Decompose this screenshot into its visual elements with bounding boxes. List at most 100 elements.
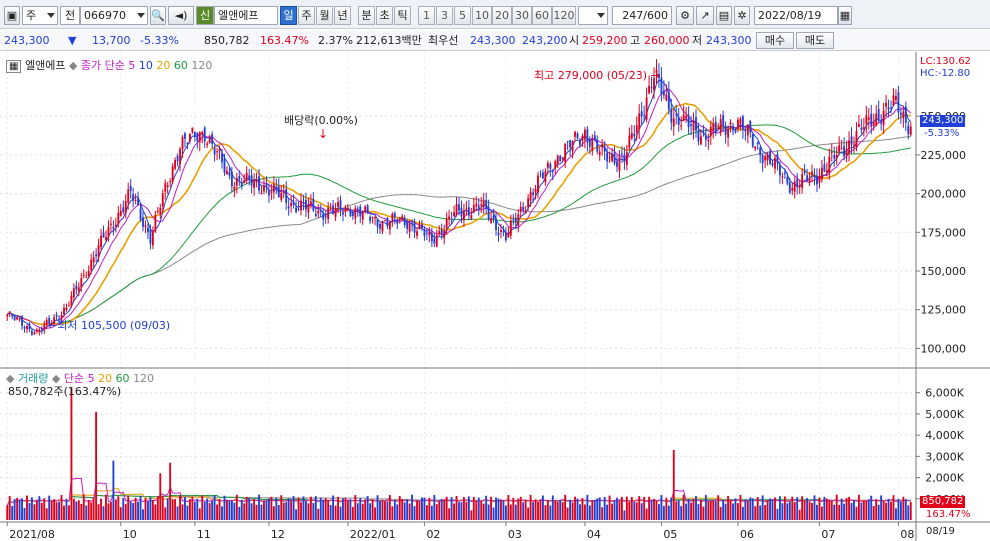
volume-bar [58, 501, 61, 520]
candle-body [147, 227, 149, 233]
period-week-tab[interactable]: 주 [298, 6, 315, 25]
date-value: 2022/08/19 [758, 9, 822, 22]
speaker-icon[interactable]: ◄) [168, 6, 194, 25]
candle-body [334, 207, 337, 217]
candle-body [92, 257, 95, 263]
time-tick-label: 04 [587, 528, 601, 541]
chart-settings-icon[interactable]: ⚙ [676, 6, 694, 25]
trend-icon[interactable]: ↗ [696, 6, 714, 25]
volume-bar [35, 500, 38, 520]
volume-bar [571, 502, 574, 520]
volume-bar [840, 498, 843, 520]
market-select[interactable]: 주 [22, 6, 58, 25]
volume-bar [569, 499, 572, 520]
period-day-tab[interactable]: 일 [280, 6, 297, 25]
chart-area[interactable]: 250,000225,000200,000175,000150,000125,0… [0, 52, 990, 541]
data-count-field[interactable]: 247/600 [612, 6, 672, 25]
period-minute-tab[interactable]: 분 [358, 6, 375, 25]
volume-bar [658, 504, 660, 520]
gear-icon[interactable]: ✲ [734, 6, 750, 25]
interval-custom-select[interactable] [578, 6, 608, 25]
volume-bar [756, 497, 759, 520]
candle-body [250, 175, 253, 186]
volume-bar [512, 497, 515, 520]
volume-bar [766, 500, 769, 520]
candle-body [500, 229, 502, 232]
candle-body [351, 212, 354, 217]
volume-bar [722, 499, 725, 520]
candle-body [124, 201, 127, 214]
search-icon[interactable]: 🔍 [150, 6, 166, 25]
candle-body [662, 90, 665, 96]
candle-body [586, 129, 589, 143]
calendar-icon[interactable]: ▦ [838, 6, 852, 25]
volume-bar [161, 496, 164, 520]
candle-body [853, 145, 855, 147]
volume-bar [643, 496, 646, 520]
candle-body [418, 224, 421, 230]
stock-name-field[interactable]: 엘앤에프 [214, 6, 278, 25]
volume-bar [435, 504, 438, 520]
candle-body [72, 288, 75, 298]
volume-bar [707, 501, 710, 520]
volume-bar [867, 499, 870, 520]
candle-body [848, 140, 850, 154]
candle-body [583, 129, 586, 140]
candle-body [413, 222, 416, 233]
volume-bar [616, 497, 618, 520]
volume-bar [6, 505, 9, 520]
period-month-tab[interactable]: 월 [316, 6, 333, 25]
volume-bar [472, 496, 475, 520]
sell-button[interactable]: 매도 [796, 32, 834, 49]
volume-bar [270, 496, 273, 520]
volume-bar [151, 500, 154, 520]
volume-bar [277, 505, 280, 520]
candle-body [704, 135, 707, 140]
interval-10-button[interactable]: 10 [472, 6, 492, 25]
buy-button[interactable]: 매수 [756, 32, 794, 49]
stock-code-input[interactable]: 066970 [80, 6, 148, 25]
candle-body [556, 155, 559, 165]
legend-chart-icon[interactable]: ▦ [6, 60, 22, 73]
candle-body [880, 121, 883, 124]
save-icon[interactable]: ▤ [716, 6, 732, 25]
panel-toggle-icon[interactable]: ▣ [4, 6, 20, 25]
period-year-tab[interactable]: 년 [334, 6, 351, 25]
candle-body [825, 170, 828, 173]
candle-body [559, 155, 562, 162]
volume-bar [327, 499, 330, 520]
candle-body [502, 231, 505, 233]
volume-bar [356, 503, 359, 520]
candle-body [527, 198, 530, 208]
volume-bar [263, 501, 265, 520]
volume-bar [818, 497, 821, 520]
candle-body [816, 175, 818, 185]
interval-3-button[interactable]: 3 [436, 6, 453, 25]
volume-bar [801, 496, 804, 520]
volume-bar [388, 495, 391, 520]
candle-body [361, 212, 364, 220]
interval-5-button[interactable]: 5 [454, 6, 471, 25]
candle-body [798, 185, 801, 187]
candle-body [371, 217, 374, 219]
volume-value: 850,782주(163.47%) [8, 385, 122, 398]
candle-body [8, 311, 11, 313]
prev-button[interactable]: 전 [60, 6, 80, 25]
date-field[interactable]: 2022/08/19 [754, 6, 838, 25]
period-second-tab[interactable]: 초 [376, 6, 393, 25]
candle-body [507, 232, 510, 238]
interval-30-button[interactable]: 30 [512, 6, 532, 25]
volume-bar [709, 500, 712, 520]
volume-bar [660, 495, 663, 520]
candle-body [764, 156, 767, 161]
quote-bar: 243,300 ▼ 13,700 -5.33% 850,782 163.47% … [0, 30, 990, 51]
volume-bar [139, 495, 142, 520]
interval-1-button[interactable]: 1 [418, 6, 435, 25]
candle-body [258, 176, 260, 191]
period-tick-tab[interactable]: 틱 [394, 6, 411, 25]
stock-chart[interactable]: 250,000225,000200,000175,000150,000125,0… [0, 52, 990, 541]
interval-60-button[interactable]: 60 [532, 6, 552, 25]
interval-20-button[interactable]: 20 [492, 6, 512, 25]
volume-bar [97, 504, 100, 520]
interval-120-button[interactable]: 120 [552, 6, 576, 25]
